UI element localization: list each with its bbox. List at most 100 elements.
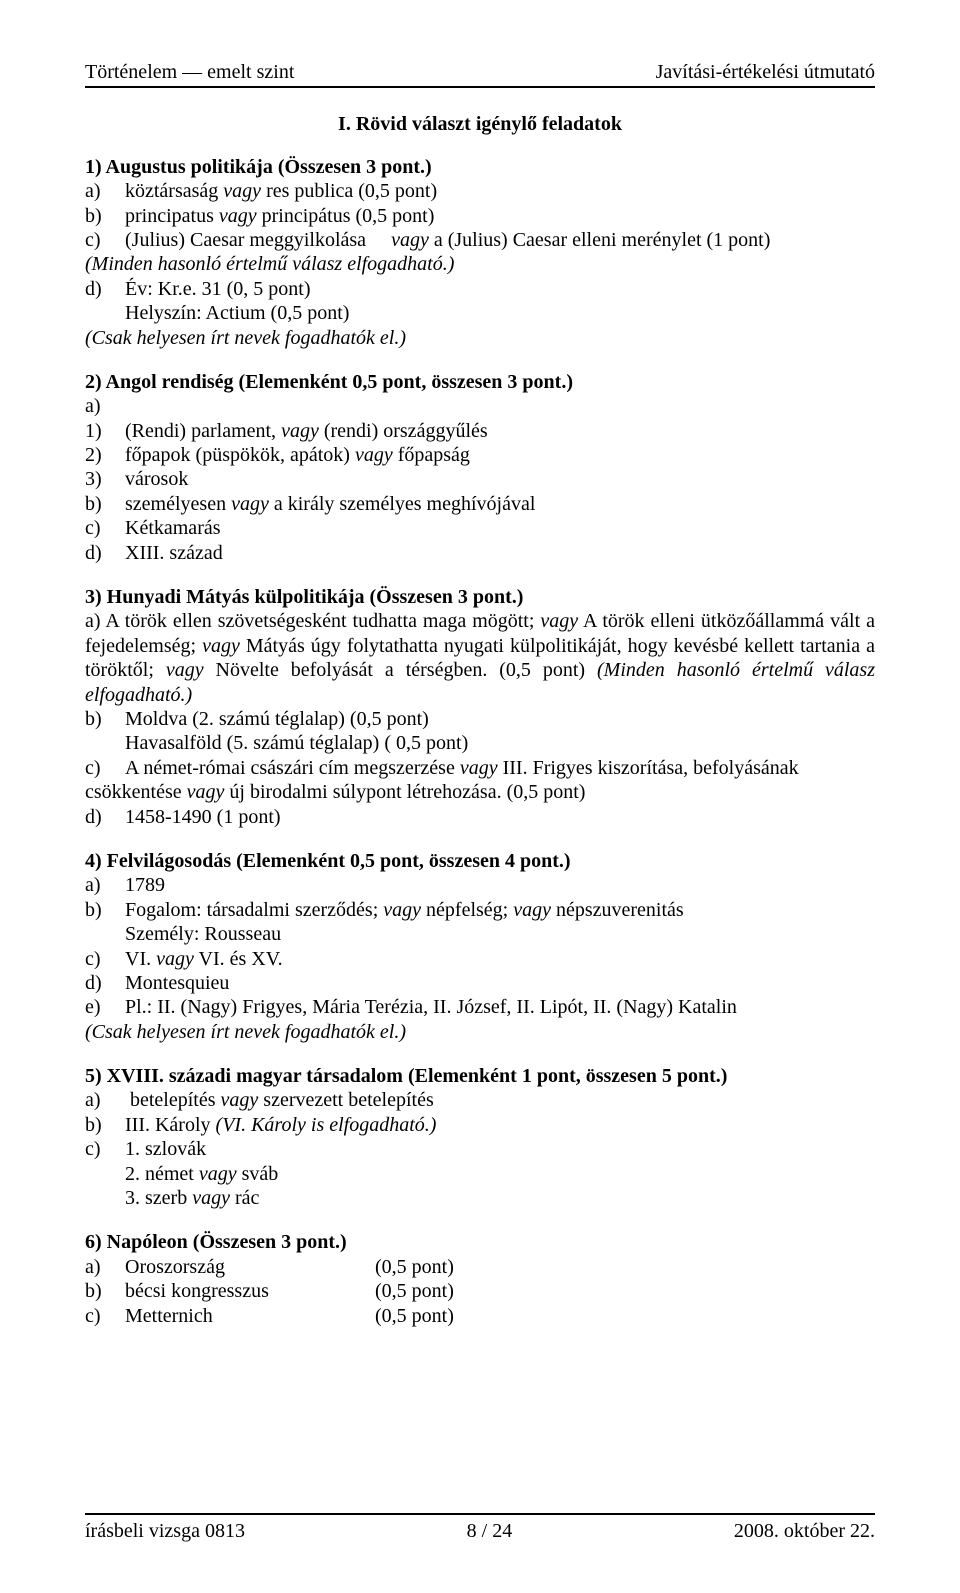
page-footer: írásbeli vizsga 0813 8 / 24 2008. októbe… xyxy=(85,1513,875,1543)
t2-d-text: XIII. század xyxy=(125,541,223,565)
task-5-title: 5) XVIII. századi magyar társadalom (Ele… xyxy=(85,1064,875,1088)
t3-d-text: 1458-1490 (1 pont) xyxy=(125,805,281,829)
t6-a-pts: (0,5 pont) xyxy=(375,1256,454,1278)
t4-b: b) Fogalom: társadalmi szerződés; vagy n… xyxy=(85,898,875,922)
t2-1-text: (Rendi) parlament, vagy (rendi) országgy… xyxy=(125,419,488,443)
t5-c: c) 1. szlovák xyxy=(85,1137,875,1161)
footer-left: írásbeli vizsga 0813 xyxy=(85,1519,245,1543)
t2-2-text: főpapok (püspökök, apátok) vagy főpapság xyxy=(125,443,470,467)
t4-d-mark: d) xyxy=(85,971,125,995)
t4-b-text: Fogalom: társadalmi szerződés; vagy népf… xyxy=(125,898,684,922)
task-4-title: 4) Felvilágosodás (Elemenként 0,5 pont, … xyxy=(85,849,875,873)
t5-c2: 2. német vagy sváb xyxy=(85,1162,875,1186)
task-6-title: 6) Napóleon (Összesen 3 pont.) xyxy=(85,1230,875,1254)
t1-c: c) (Julius) Caesar meggyilkolása vagy a … xyxy=(85,228,875,252)
t2-d: d) XIII. század xyxy=(85,541,875,565)
t6-a-mark: a) xyxy=(85,1255,125,1279)
t6-c-mark: c) xyxy=(85,1304,125,1328)
t5-c-text: 1. szlovák xyxy=(125,1137,206,1161)
t4-b2: Személy: Rousseau xyxy=(85,922,875,946)
t6-c-row: Metternich(0,5 pont) xyxy=(125,1304,454,1328)
t5-b-mark: b) xyxy=(85,1113,125,1137)
t1-d-note: (Csak helyesen írt nevek fogadhatók el.) xyxy=(85,326,875,350)
t3-c: c)A német-római császári cím megszerzése… xyxy=(85,756,875,780)
t1-d-line2: Helyszín: Actium (0,5 pont) xyxy=(125,301,349,325)
t2-a-mark: a) xyxy=(85,394,875,418)
task-1: 1) Augustus politikája (Összesen 3 pont.… xyxy=(85,155,875,350)
t4-a-mark: a) xyxy=(85,873,125,897)
t6-c-pts: (0,5 pont) xyxy=(375,1305,454,1327)
t1-c-text: (Julius) Caesar meggyilkolása vagy a (Ju… xyxy=(125,228,770,252)
t2-3-mark: 3) xyxy=(85,467,125,491)
t5-c-line3: 3. szerb vagy rác xyxy=(125,1186,259,1210)
t1-a-mark: a) xyxy=(85,179,125,203)
header-right: Javítási-értékelési útmutató xyxy=(656,60,875,84)
t6-a-row: Oroszország(0,5 pont) xyxy=(125,1255,454,1279)
task-3: 3) Hunyadi Mátyás külpolitikája (Összese… xyxy=(85,585,875,829)
t4-c-text: VI. vagy VI. és XV. xyxy=(125,947,283,971)
t5-b: b) III. Károly (VI. Károly is elfogadhat… xyxy=(85,1113,875,1137)
t3-b-text: Moldva (2. számú téglalap) (0,5 pont) xyxy=(125,707,429,731)
t1-a: a) köztársaság vagy res publica (0,5 pon… xyxy=(85,179,875,203)
t4-e-text: Pl.: II. (Nagy) Frigyes, Mária Terézia, … xyxy=(125,995,737,1019)
t2-d-mark: d) xyxy=(85,541,125,565)
t4-a: a) 1789 xyxy=(85,873,875,897)
task-5: 5) XVIII. századi magyar társadalom (Ele… xyxy=(85,1064,875,1210)
t4-c: c) VI. vagy VI. és XV. xyxy=(85,947,875,971)
t2-2: 2) főpapok (püspökök, apátok) vagy főpap… xyxy=(85,443,875,467)
task-2: 2) Angol rendiség (Elemenként 0,5 pont, … xyxy=(85,370,875,565)
t3-c-mark: c) xyxy=(85,756,125,780)
footer-rule xyxy=(85,1513,875,1515)
t3-b-mark: b) xyxy=(85,707,125,731)
t6-a: a) Oroszország(0,5 pont) xyxy=(85,1255,875,1279)
t1-b-mark: b) xyxy=(85,204,125,228)
header-rule xyxy=(85,86,875,88)
t1-d: d) Év: Kr.e. 31 (0, 5 pont) xyxy=(85,277,875,301)
t5-c3: 3. szerb vagy rác xyxy=(85,1186,875,1210)
t4-e: e) Pl.: II. (Nagy) Frigyes, Mária Terézi… xyxy=(85,995,875,1019)
page-header: Történelem — emelt szint Javítási-értéke… xyxy=(85,60,875,84)
task-4: 4) Felvilágosodás (Elemenként 0,5 pont, … xyxy=(85,849,875,1044)
t4-d: d) Montesquieu xyxy=(85,971,875,995)
t1-c-mark: c) xyxy=(85,228,125,252)
t1-d2: Helyszín: Actium (0,5 pont) xyxy=(85,301,875,325)
t6-a-label: Oroszország xyxy=(125,1255,375,1279)
t3-d-mark: d) xyxy=(85,805,125,829)
t3-b: b) Moldva (2. számú téglalap) (0,5 pont) xyxy=(85,707,875,731)
footer-center: 8 / 24 xyxy=(467,1519,513,1543)
t2-b-mark: b) xyxy=(85,492,125,516)
t6-c: c) Metternich(0,5 pont) xyxy=(85,1304,875,1328)
t2-b: b) személyesen vagy a király személyes m… xyxy=(85,492,875,516)
t3-b-line2: Havasalföld (5. számú téglalap) ( 0,5 po… xyxy=(125,731,468,755)
t4-note: (Csak helyesen írt nevek fogadhatók el.) xyxy=(85,1020,875,1044)
t1-d-text: Év: Kr.e. 31 (0, 5 pont) xyxy=(125,277,311,301)
header-left: Történelem — emelt szint xyxy=(85,60,294,84)
section-title: I. Rövid választ igénylő feladatok xyxy=(85,112,875,136)
t6-b-row: bécsi kongresszus(0,5 pont) xyxy=(125,1279,454,1303)
t6-b-pts: (0,5 pont) xyxy=(375,1280,454,1302)
t5-c-mark: c) xyxy=(85,1137,125,1161)
t1-c-note: (Minden hasonló értelmű válasz elfogadha… xyxy=(85,252,875,276)
t2-c: c) Kétkamarás xyxy=(85,516,875,540)
task-2-title: 2) Angol rendiség (Elemenként 0,5 pont, … xyxy=(85,370,875,394)
t2-3-text: városok xyxy=(125,467,188,491)
t3-d: d) 1458-1490 (1 pont) xyxy=(85,805,875,829)
task-6: 6) Napóleon (Összesen 3 pont.) a) Oroszo… xyxy=(85,1230,875,1328)
t2-b-text: személyesen vagy a király személyes megh… xyxy=(125,492,535,516)
t5-c-line2: 2. német vagy sváb xyxy=(125,1162,278,1186)
t4-b-line2: Személy: Rousseau xyxy=(125,922,281,946)
t5-a-text: betelepítés vagy szervezett betelepítés xyxy=(125,1088,434,1112)
t1-d-mark: d) xyxy=(85,277,125,301)
t3-a: a) A török ellen szövetségesként tudhatt… xyxy=(85,609,875,707)
t4-b-mark: b) xyxy=(85,898,125,922)
t6-b-label: bécsi kongresszus xyxy=(125,1279,375,1303)
t5-b-text: III. Károly (VI. Károly is elfogadható.) xyxy=(125,1113,436,1137)
t5-a-mark: a) xyxy=(85,1088,125,1112)
t2-2-mark: 2) xyxy=(85,443,125,467)
t2-c-mark: c) xyxy=(85,516,125,540)
t4-e-mark: e) xyxy=(85,995,125,1019)
t4-a-text: 1789 xyxy=(125,873,165,897)
footer-right: 2008. október 22. xyxy=(734,1519,875,1543)
t1-b-text: principatus vagy principátus (0,5 pont) xyxy=(125,204,434,228)
t2-c-text: Kétkamarás xyxy=(125,516,221,540)
